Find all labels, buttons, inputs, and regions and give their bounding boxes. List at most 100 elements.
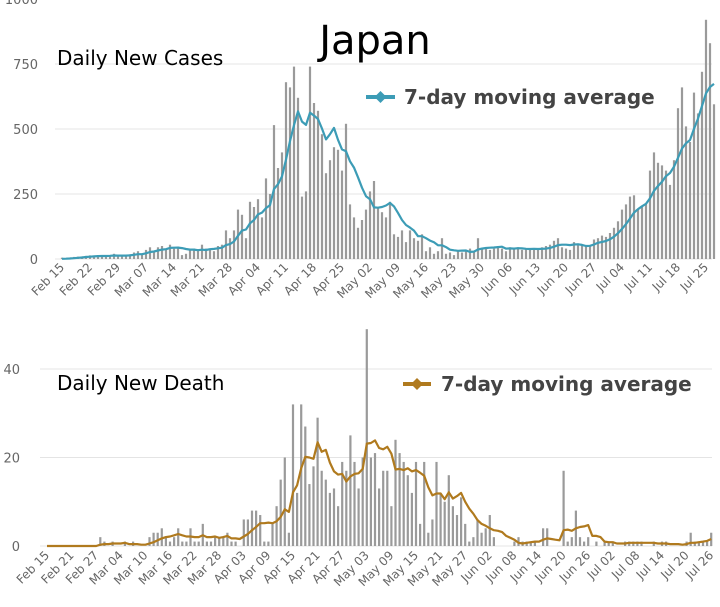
deaths-bar (435, 461, 438, 546)
cases-bar (188, 249, 192, 259)
deaths-bar (443, 501, 446, 546)
cases-bar (532, 249, 536, 259)
deaths-bar (382, 470, 385, 546)
deaths-bar (148, 537, 151, 546)
cases-bar (636, 209, 640, 259)
cases-bar (332, 147, 336, 259)
cases-bar (600, 235, 604, 259)
cases-bar (92, 256, 96, 259)
cases-bar (588, 246, 592, 259)
deaths-bar (480, 532, 483, 546)
deaths-bar (263, 541, 266, 546)
deaths-bar (542, 528, 545, 546)
deaths-bar (275, 506, 278, 546)
deaths-bar (460, 497, 463, 546)
cases-legend-label: 7-day moving average (404, 85, 655, 109)
deaths-bar (611, 541, 614, 546)
cases-bar (364, 209, 368, 259)
cases-bar (444, 253, 448, 259)
cases-bar (284, 82, 288, 259)
cases-bar (628, 196, 632, 259)
cases-bar (436, 251, 440, 259)
deaths-bar (287, 532, 290, 546)
deaths-bar (222, 537, 225, 546)
cases-bar (516, 247, 520, 259)
cases-bar (244, 238, 248, 259)
cases-bar (396, 236, 400, 259)
cases-bar (248, 201, 252, 259)
cases-bar (576, 243, 580, 259)
deaths-bar (427, 532, 430, 546)
cases-bar (616, 221, 620, 259)
cases-bar (200, 244, 204, 259)
deaths-bar (271, 523, 274, 546)
cases-bar (564, 248, 568, 259)
deaths-bar (373, 453, 377, 546)
cases-bar (560, 247, 564, 259)
deaths-bar (283, 457, 286, 546)
cases-bar (680, 87, 684, 260)
cases-bar (540, 247, 544, 259)
cases-bar (452, 255, 456, 259)
cases-bar (428, 247, 432, 259)
cases-bar (492, 248, 496, 259)
deaths-bar (423, 461, 426, 546)
cases-bar (528, 249, 532, 259)
cases-y-tick-label: 750 (13, 58, 38, 73)
deaths-bar (226, 532, 229, 546)
cases-bar (508, 247, 512, 259)
cases-bar (324, 173, 328, 259)
deaths-bar (410, 492, 413, 546)
deaths-bar (209, 541, 213, 546)
cases-bar (116, 255, 120, 259)
deaths-bar (578, 537, 582, 546)
cases-bar (316, 110, 320, 259)
cases-bar (208, 249, 212, 259)
cases-bar (104, 256, 108, 259)
cases-bar (128, 254, 132, 259)
deaths-bar (386, 470, 389, 546)
cases-bar (652, 152, 656, 259)
deaths-bar (488, 515, 491, 546)
cases-x-tick-label: Jul 25 (677, 260, 711, 294)
deaths-bar (398, 453, 401, 546)
cases-bar (572, 242, 576, 259)
cases-bar (176, 246, 180, 259)
cases-bar (408, 230, 412, 259)
deaths-bar (513, 541, 516, 546)
deaths-bar (419, 523, 422, 546)
cases-bar (100, 255, 104, 259)
deaths-bar (230, 541, 233, 546)
deaths-bar (312, 466, 315, 546)
deaths-bar (439, 492, 442, 546)
deaths-bar (447, 475, 450, 546)
cases-bar (464, 249, 468, 259)
cases-bar (676, 108, 680, 259)
deaths-bar (345, 470, 348, 546)
deaths-bar (484, 528, 487, 546)
cases-bar (160, 246, 164, 259)
deaths-bar (164, 537, 167, 546)
deaths-bar (250, 510, 254, 546)
deaths-bar (160, 528, 163, 546)
cases-bar (184, 253, 188, 259)
cases-bar (620, 209, 624, 259)
cases-bar (404, 242, 408, 259)
deaths-x-tick-label: Jul 14 (633, 548, 667, 582)
deaths-bar (349, 435, 352, 546)
deaths-bar (587, 537, 590, 546)
deaths-bar (365, 329, 368, 546)
deaths-bar (259, 515, 262, 546)
cases-bar (120, 256, 124, 259)
cases-bar (656, 162, 660, 259)
deaths-bar (185, 541, 188, 546)
cases-bar (668, 184, 672, 259)
cases-bar (216, 246, 220, 259)
cases-bar (520, 249, 524, 259)
cases-bar (164, 248, 168, 259)
deaths-bar (414, 461, 418, 546)
cases-subtitle: Daily New Cases (57, 46, 223, 70)
cases-bar (416, 240, 420, 259)
deaths-bar (492, 537, 495, 546)
